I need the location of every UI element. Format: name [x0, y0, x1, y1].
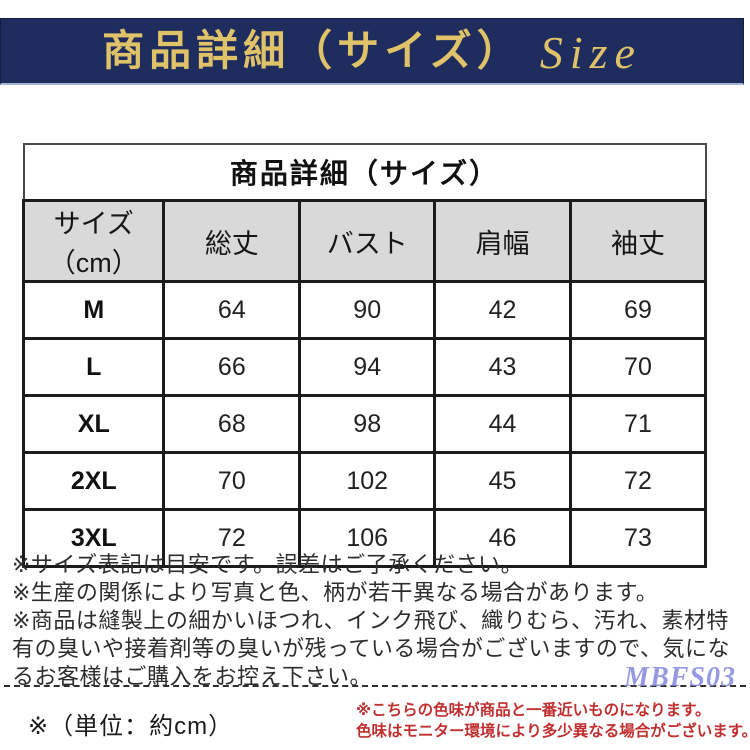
column-header-bust: バスト [298, 199, 437, 283]
table-row: 2XL 70 102 45 72 [21, 451, 708, 511]
shoulder-value: 43 [433, 337, 572, 397]
length-value: 70 [162, 451, 302, 511]
dashed-divider [4, 685, 746, 687]
size-label: M [21, 280, 166, 340]
length-value: 66 [162, 337, 302, 397]
unit-note: ※（単位：約cm） [28, 713, 234, 740]
size-table: 商品詳細（サイズ） サイズ（cm） 総丈 バスト 肩幅 袖丈 M 64 90 4… [21, 143, 708, 568]
column-header-shoulder: 肩幅 [433, 199, 572, 283]
table-row: XL 68 98 44 71 [21, 394, 708, 454]
shoulder-value: 45 [433, 451, 572, 511]
bust-value: 90 [298, 280, 437, 340]
sleeve-value: 70 [568, 337, 708, 397]
shoulder-value: 44 [433, 394, 572, 454]
size-label: L [21, 337, 166, 397]
size-label: 2XL [21, 451, 166, 511]
column-header-size: サイズ（cm） [21, 199, 166, 283]
table-row: L 66 94 43 70 [21, 337, 708, 397]
length-value: 64 [162, 280, 302, 340]
bust-value: 98 [298, 394, 437, 454]
table-caption-row: 商品詳細（サイズ） [22, 143, 707, 202]
bust-value: 94 [298, 337, 437, 397]
table-header-row: サイズ（cm） 総丈 バスト 肩幅 袖丈 [21, 199, 708, 283]
color-disclaimer: ※こちらの色味が商品と一番近いものになります。 色味はモニター環境により多少異な… [356, 700, 750, 742]
size-label: 3XL [21, 508, 166, 568]
note-manufacturing: ※商品は縫製上の細かいほつれ、インク飛び、織りむら、汚れ、素材特有の臭いや接着剤… [12, 608, 731, 689]
bust-value: 106 [298, 508, 437, 568]
column-header-length: 総丈 [162, 199, 302, 283]
length-value: 68 [162, 394, 302, 454]
note-color-variation: ※生産の関係により写真と色、柄が若干異なる場合があります。 [12, 580, 659, 605]
sleeve-value: 71 [568, 394, 708, 454]
table-row: 3XL 72 106 46 73 [21, 508, 708, 568]
length-value: 72 [162, 508, 302, 568]
disclaimer-notes: ※サイズ表記は目安です。誤差はご了承ください。 ※生産の関係により写真と色、柄が… [12, 551, 742, 691]
sleeve-value: 69 [568, 280, 708, 340]
color-disclaimer-line2: 色味はモニター環境により多少異なる場合がございます。 [356, 723, 750, 740]
banner-title-en: Size [539, 27, 642, 78]
header-banner: 商品詳細（サイズ） Size [0, 18, 744, 85]
bust-value: 102 [298, 451, 437, 511]
note-size-approx: ※サイズ表記は目安です。誤差はご了承ください。 [12, 552, 524, 577]
sleeve-value: 72 [568, 451, 708, 511]
column-header-sleeve: 袖丈 [568, 199, 708, 283]
watermark-code: MBFS03 [624, 662, 736, 693]
size-label: XL [21, 394, 166, 454]
sleeve-value: 73 [568, 508, 708, 568]
shoulder-value: 46 [433, 508, 572, 568]
shoulder-value: 42 [433, 280, 572, 340]
color-disclaimer-line1: ※こちらの色味が商品と一番近いものになります。 [356, 702, 711, 719]
banner-title-jp: 商品詳細（サイズ） [102, 27, 524, 74]
table-row: M 64 90 42 69 [21, 280, 708, 340]
table-caption: 商品詳細（サイズ） [22, 143, 707, 202]
